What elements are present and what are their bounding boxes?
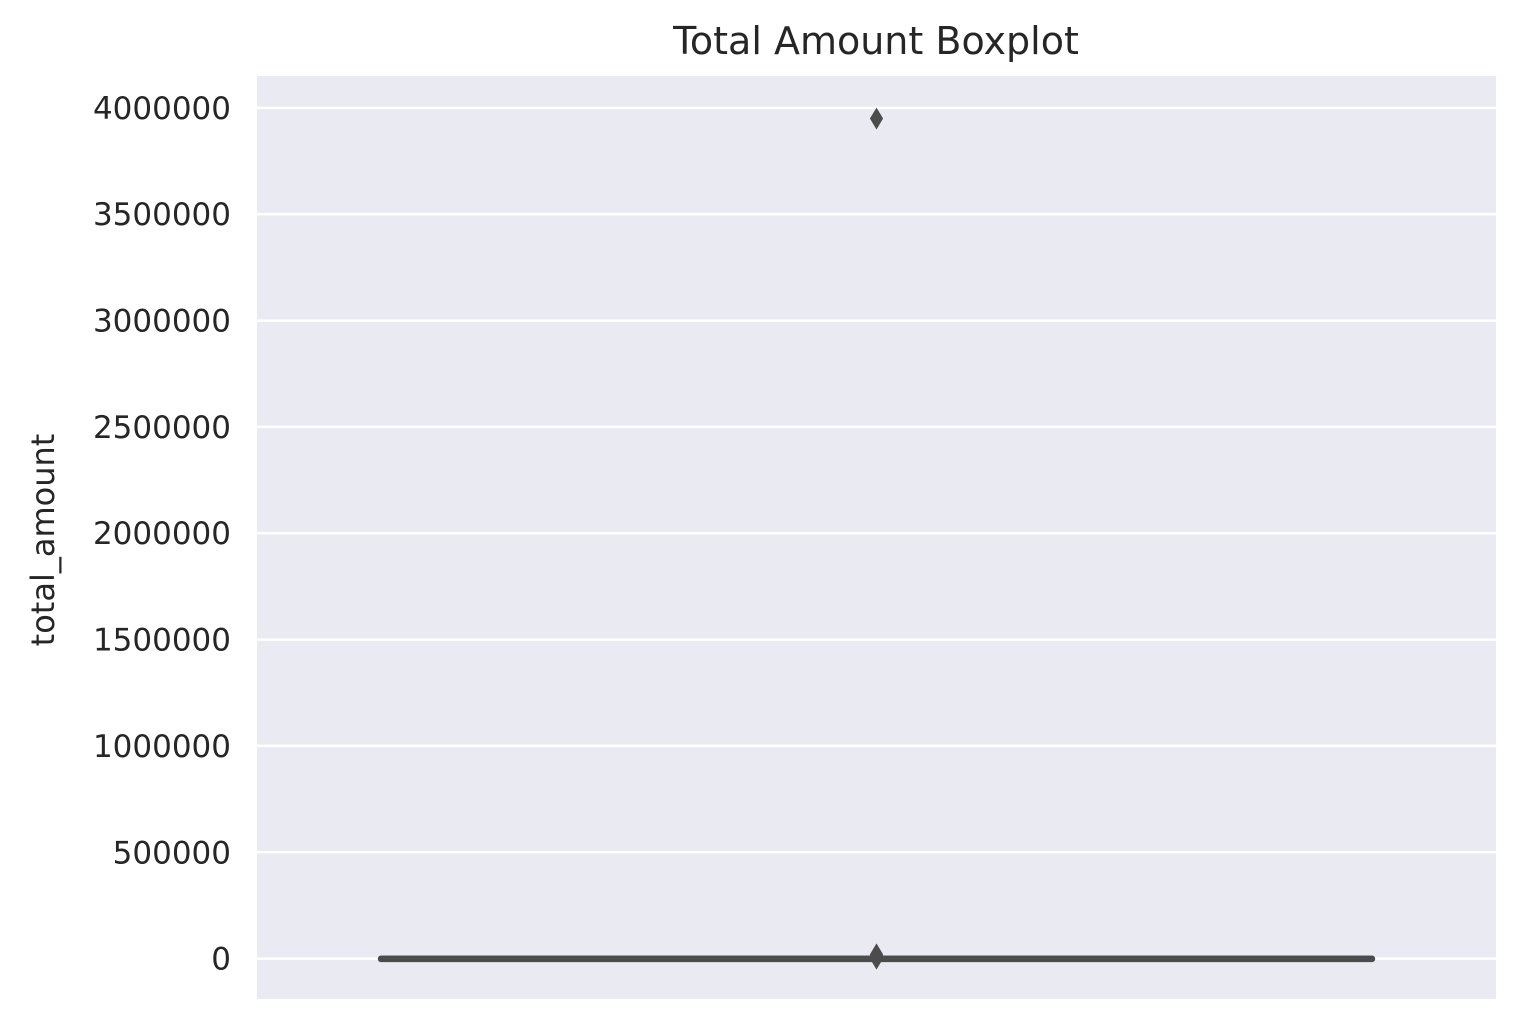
y-tick-label: 2000000 — [93, 516, 231, 552]
y-tick-label: 2500000 — [93, 410, 231, 446]
outlier-point — [869, 107, 884, 130]
y-tick-label: 1000000 — [93, 729, 231, 765]
y-tick-label: 3500000 — [93, 197, 231, 233]
y-axis-ticks: 0 500000 1000000 1500000 2000000 2500000 30000… — [93, 91, 231, 978]
chart-title: Total Amount Boxplot — [672, 19, 1079, 63]
y-tick-label: 0 — [211, 942, 231, 978]
y-tick-label: 4000000 — [93, 91, 231, 127]
y-tick-label: 3000000 — [93, 304, 231, 340]
y-tick-label: 1500000 — [93, 623, 231, 659]
plot-area — [257, 76, 1496, 999]
y-tick-label: 500000 — [113, 835, 231, 871]
box-series — [377, 107, 1376, 970]
outlier-point — [869, 943, 884, 966]
y-axis-label: total_amount — [24, 434, 62, 647]
